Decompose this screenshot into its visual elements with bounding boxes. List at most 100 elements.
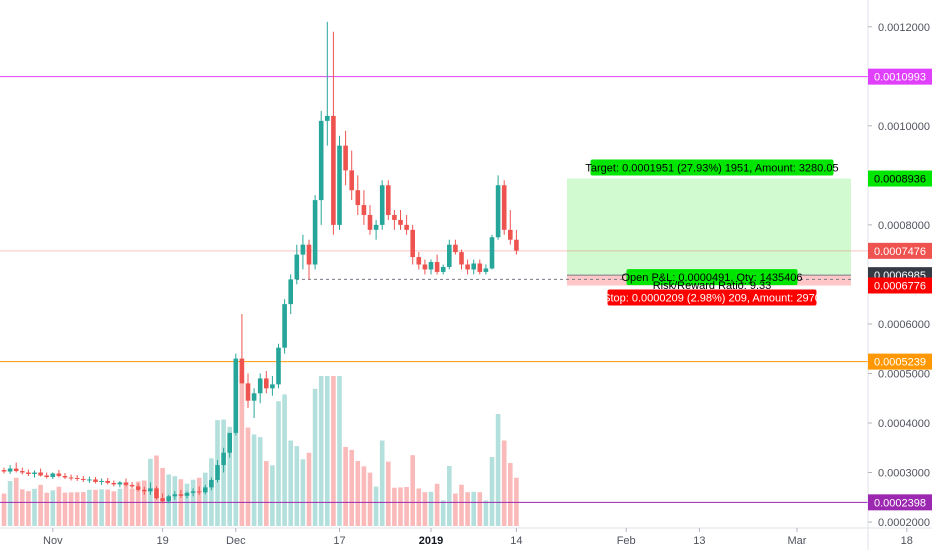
candle-body [38, 472, 43, 476]
candle [306, 239, 312, 280]
ratio-label: Risk/Reward Ratio: 9.33 [653, 280, 772, 292]
time-tick-label: Nov [43, 535, 63, 547]
candle-body [135, 486, 141, 490]
candle-body [239, 358, 245, 384]
candle-body [264, 378, 269, 389]
candle-body [361, 205, 367, 215]
candle [508, 210, 513, 245]
candle-body [428, 262, 434, 270]
volume-bar [288, 440, 293, 526]
candle-body [7, 468, 13, 472]
candle [489, 234, 495, 270]
candle [483, 264, 489, 275]
candle-body [282, 304, 287, 348]
stop-label-bg [607, 289, 817, 306]
volume-bar [477, 492, 483, 526]
candle [386, 180, 391, 220]
candle [422, 259, 428, 275]
price-tag [868, 170, 932, 187]
candle-body [257, 378, 263, 394]
volume-bar [447, 465, 452, 526]
volume-bar [135, 481, 141, 526]
candle-body [465, 264, 470, 270]
volume-bar [190, 479, 196, 526]
price-tick-label: 0.0003000 [878, 468, 930, 480]
candle [440, 264, 446, 275]
time-tick-label: Dec [226, 535, 246, 547]
candle-body [221, 452, 226, 466]
candle [148, 482, 153, 495]
time-tick-label: 13 [693, 535, 705, 547]
time-tick-label: 2019 [419, 535, 443, 547]
candle [154, 486, 159, 500]
volume-bar [142, 480, 147, 526]
candle-body [105, 480, 110, 483]
time-tick-label: 19 [156, 535, 168, 547]
time-tick-label: Feb [617, 535, 636, 547]
candle-body [154, 488, 159, 499]
volume-bar [257, 437, 263, 526]
candle [142, 486, 147, 495]
volume-bar [68, 492, 74, 526]
candle [343, 130, 348, 186]
volume-bar [1, 493, 7, 526]
volume-bar [459, 484, 464, 526]
volume-bar [392, 487, 397, 526]
candle-body [483, 268, 489, 272]
candle [428, 259, 434, 275]
horizontal-line-tag [868, 494, 932, 511]
volume-bar [38, 484, 43, 526]
candle [331, 31, 336, 235]
horizontal-line-tag-label: 0.0010993 [874, 72, 926, 84]
price-tick-label: 0.0008000 [878, 220, 930, 232]
candle [447, 239, 452, 270]
volume-bar [62, 492, 68, 526]
candle [337, 135, 342, 230]
candle-body [514, 239, 519, 251]
candle-body [270, 384, 275, 389]
time-tick-label: Mar [788, 535, 807, 547]
candle-body [117, 482, 123, 485]
candle-body [178, 494, 184, 496]
candle [404, 214, 409, 235]
time-axis[interactable]: Nov 19 Dec 17 2019 14 Feb 13 Mar 18 [0, 527, 932, 547]
position-tool[interactable]: Target: 0.0001951 (27.93%) 1951, Amount:… [296, 159, 851, 306]
candle [44, 472, 49, 479]
candle [50, 472, 56, 479]
candle [20, 467, 25, 475]
candle [203, 484, 208, 495]
candle-body [215, 465, 220, 480]
candle-body [422, 264, 428, 270]
candle [13, 462, 19, 473]
candle-body [142, 489, 147, 492]
volume-bar [233, 376, 239, 526]
candle [325, 21, 330, 146]
price-tag [868, 277, 932, 294]
price-axis[interactable]: 0.00020000.00030000.00040000.00050000.00… [867, 0, 930, 550]
volume-bar [251, 434, 257, 526]
profit-zone[interactable] [567, 178, 851, 276]
volume-bar [508, 463, 513, 526]
candle [300, 234, 306, 270]
volume-bar [264, 461, 269, 526]
candle-body [410, 229, 415, 258]
candle [257, 373, 263, 404]
candle-body [148, 488, 153, 492]
volume-bar [270, 465, 275, 526]
candle-body [501, 185, 507, 230]
candle-body [1, 470, 7, 472]
volume-bar [337, 376, 342, 526]
candle [416, 252, 422, 270]
horizontal-lines[interactable] [0, 76, 868, 503]
candle-body [166, 496, 171, 502]
candle-body [172, 494, 178, 497]
price-tag-label: 0.0006776 [874, 281, 926, 293]
candle [93, 476, 98, 484]
candle-body [160, 498, 165, 502]
candle-body [312, 200, 318, 265]
candle [135, 483, 141, 492]
volume-bar [209, 458, 214, 526]
candle [81, 475, 86, 482]
candle [26, 469, 31, 476]
